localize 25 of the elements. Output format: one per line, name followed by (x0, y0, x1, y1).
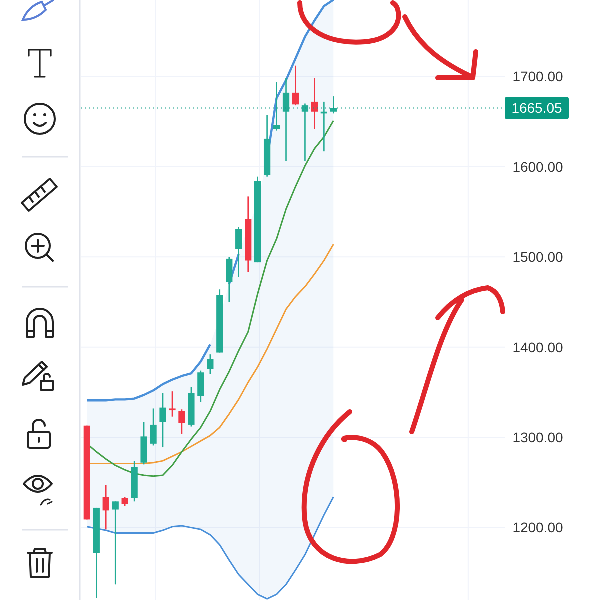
candlestick (311, 78, 318, 130)
y-tick-label: 1400.00 (512, 339, 564, 356)
candlestick (122, 496, 128, 507)
candlestick (169, 390, 176, 418)
candlestick (198, 370, 204, 404)
y-tick-label: 1600.00 (512, 158, 564, 175)
candlestick (302, 103, 309, 162)
candlestick (112, 501, 119, 586)
candlestick (236, 226, 242, 278)
candlestick (292, 65, 300, 106)
candlestick (150, 408, 157, 446)
candlestick (178, 408, 186, 435)
candlestick (273, 81, 280, 132)
candlestick (330, 96, 337, 114)
candlestick (102, 484, 110, 530)
ref-line-label: 1665.05 (512, 100, 563, 116)
y-tick-label: 1200.00 (512, 520, 564, 536)
candlestick (226, 256, 233, 303)
line-series (86, 496, 334, 600)
candlestick (282, 78, 290, 162)
y-tick-label: 1700.00 (512, 68, 564, 85)
candlestick (207, 354, 214, 376)
candlestick (160, 392, 166, 448)
y-tick-label: 1300.00 (512, 429, 564, 446)
y-tick-label: 1500.00 (512, 249, 564, 266)
